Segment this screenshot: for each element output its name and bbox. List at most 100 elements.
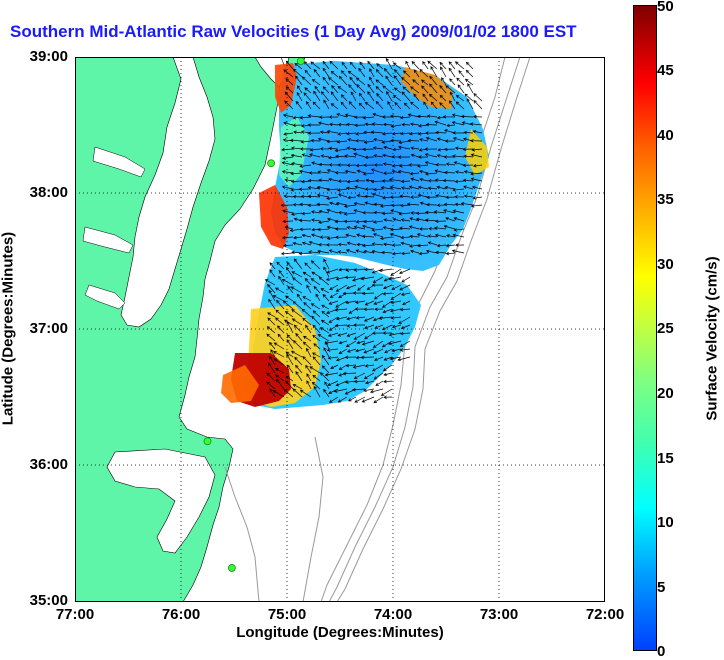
velocity-arrow: [374, 324, 384, 329]
velocity-hotspot-mid-coast: [259, 185, 289, 249]
velocity-arrow: [334, 148, 348, 153]
velocity-arrow: [345, 363, 357, 368]
velocity-arrow: [463, 194, 474, 198]
velocity-arrow: [273, 358, 285, 366]
velocity-arrow: [319, 372, 330, 382]
velocity-arrow: [347, 195, 357, 200]
velocity-arrow: [417, 193, 429, 198]
velocity-arrow: [337, 122, 348, 127]
velocity-arrow: [345, 131, 357, 136]
velocity-arrow: [462, 178, 474, 183]
velocity-arrow: [434, 169, 447, 174]
velocity-arrow: [324, 341, 330, 350]
velocity-arrow: [344, 169, 357, 174]
velocity-arrow: [319, 130, 330, 134]
velocity-arrow: [416, 164, 429, 168]
velocity-arrow: [341, 61, 348, 70]
velocity-arrow: [383, 356, 393, 361]
velocity-arrow: [276, 299, 285, 310]
velocity-arrow: [381, 324, 393, 331]
velocity-arrow: [399, 307, 411, 312]
velocity-arrow: [359, 61, 366, 70]
velocity-arrow: [320, 288, 330, 294]
velocity-arrow: [269, 388, 276, 398]
velocity-arrow: [419, 68, 429, 78]
velocity-arrow: [473, 99, 483, 110]
velocity-arrow: [318, 115, 330, 119]
velocity-arrow: [364, 267, 375, 272]
velocity-arrow: [401, 122, 411, 127]
velocity-arrow: [445, 251, 456, 256]
velocity-arrow: [410, 86, 420, 94]
velocity-arrow: [383, 284, 393, 290]
velocity-arrow: [322, 293, 330, 302]
velocity-arrow: [417, 185, 429, 190]
velocity-arrow: [269, 341, 276, 350]
velocity-arrow: [340, 94, 348, 102]
velocity-arrow: [321, 304, 330, 310]
velocity-arrow: [400, 218, 411, 222]
velocity-arrow: [298, 218, 312, 223]
velocity-arrow: [306, 373, 312, 382]
velocity-arrow: [307, 185, 321, 190]
velocity-arrow: [424, 210, 438, 215]
velocity-arrow: [376, 63, 384, 70]
velocity-arrow: [443, 155, 456, 159]
velocity-arrow: [387, 101, 393, 110]
velocity-arrow: [317, 137, 330, 142]
velocity-arrow: [310, 303, 321, 310]
velocity-arrow: [292, 301, 303, 310]
velocity-arrow: [367, 91, 375, 102]
velocity-arrow: [344, 380, 357, 384]
velocity-arrow: [409, 122, 420, 126]
velocity-arrow: [284, 310, 294, 318]
velocity-arrow: [319, 327, 330, 334]
velocity-arrow: [364, 101, 375, 110]
velocity-arrow: [281, 170, 294, 174]
velocity-arrow: [315, 293, 321, 302]
velocity-arrow: [452, 209, 465, 214]
velocity-arrow: [336, 188, 348, 192]
velocity-arrow: [363, 388, 375, 393]
velocity-arrow: [299, 164, 312, 168]
velocity-arrow: [362, 147, 375, 152]
velocity-arrow: [406, 202, 420, 206]
velocity-arrow: [319, 235, 330, 239]
velocity-arrow: [383, 395, 393, 400]
velocity-arrow: [399, 284, 411, 291]
velocity-arrow: [413, 93, 420, 102]
velocity-arrow: [335, 316, 348, 321]
velocity-arrow: [343, 204, 357, 208]
velocity-arrow: [455, 94, 465, 102]
velocity-arrow: [455, 101, 465, 110]
velocity-arrow: [399, 268, 411, 275]
velocity-arrow: [422, 61, 429, 70]
velocity-arrow: [435, 250, 447, 255]
velocity-arrow: [294, 356, 303, 366]
velocity-arrow: [363, 140, 375, 144]
velocity-arrow: [422, 93, 429, 102]
velocity-arrow: [344, 113, 357, 118]
velocity-arrow: [373, 202, 384, 207]
velocity-arrow: [445, 243, 456, 248]
velocity-arrow: [310, 61, 321, 70]
velocity-arrow: [321, 354, 330, 366]
velocity-arrow: [374, 307, 384, 312]
velocity-arrow: [419, 177, 429, 182]
velocity-arrow: [470, 172, 483, 176]
velocity-arrow: [317, 170, 330, 174]
velocity-arrow: [318, 209, 330, 214]
velocity-greenband-north: [279, 117, 309, 187]
velocity-arrow: [380, 388, 393, 396]
velocity-hotspot-northeast: [401, 67, 453, 109]
velocity-arrow: [383, 379, 393, 384]
velocity-arrow: [372, 276, 384, 283]
velocity-arrow: [408, 185, 420, 190]
velocity-arrow: [399, 340, 411, 347]
velocity-arrow: [307, 123, 321, 127]
velocity-arrow: [401, 251, 411, 256]
velocity-arrow: [310, 233, 321, 238]
velocity-arrow: [471, 185, 483, 190]
velocity-arrow: [399, 194, 411, 198]
velocity-arrow: [330, 91, 339, 102]
